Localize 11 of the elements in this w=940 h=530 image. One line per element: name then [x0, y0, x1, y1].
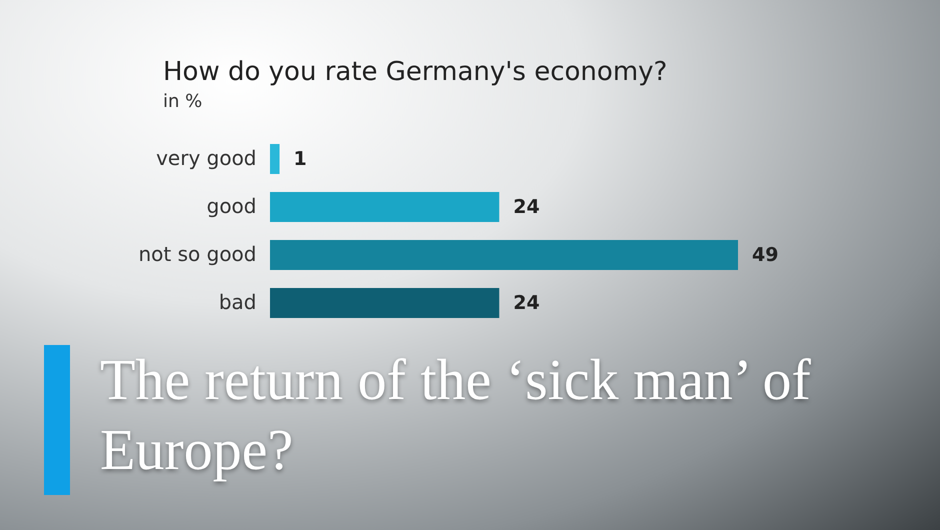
- y-tick-label: good: [206, 194, 256, 218]
- data-label: 49: [752, 244, 778, 266]
- data-label: 24: [513, 292, 540, 314]
- y-tick-label: very good: [156, 146, 256, 170]
- chart-title: How do you rate Germany's economy?: [163, 57, 668, 87]
- y-tick-label: bad: [218, 290, 256, 314]
- chart-subtitle: in %: [163, 91, 202, 112]
- text: The return of the ‘sick man’ of Europe?: [100, 346, 812, 484]
- data-label: 24: [513, 196, 540, 218]
- y-tick-label: not so good: [138, 242, 256, 266]
- data-label: 1: [294, 148, 307, 170]
